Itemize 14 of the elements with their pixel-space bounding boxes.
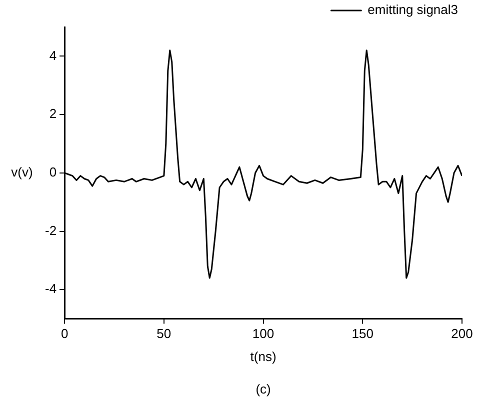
y-tick-label: 2 [49, 106, 57, 122]
x-tick-label: 50 [156, 326, 172, 342]
y-tick-label: 4 [49, 48, 57, 63]
x-tick-label: 0 [60, 326, 68, 342]
x-tick-label: 200 [451, 326, 473, 342]
legend-label: emitting signal3 [368, 2, 458, 18]
x-axis-title: t(ns) [250, 348, 276, 364]
y-tick-label: -4 [44, 281, 57, 296]
y-tick-label: -2 [44, 222, 57, 238]
y-tick-label: 0 [49, 164, 57, 180]
y-axis-title: v(v) [11, 164, 33, 180]
text: (c) [256, 382, 271, 397]
x-tick-label: 100 [252, 326, 274, 342]
x-tick-label: 150 [352, 326, 374, 342]
